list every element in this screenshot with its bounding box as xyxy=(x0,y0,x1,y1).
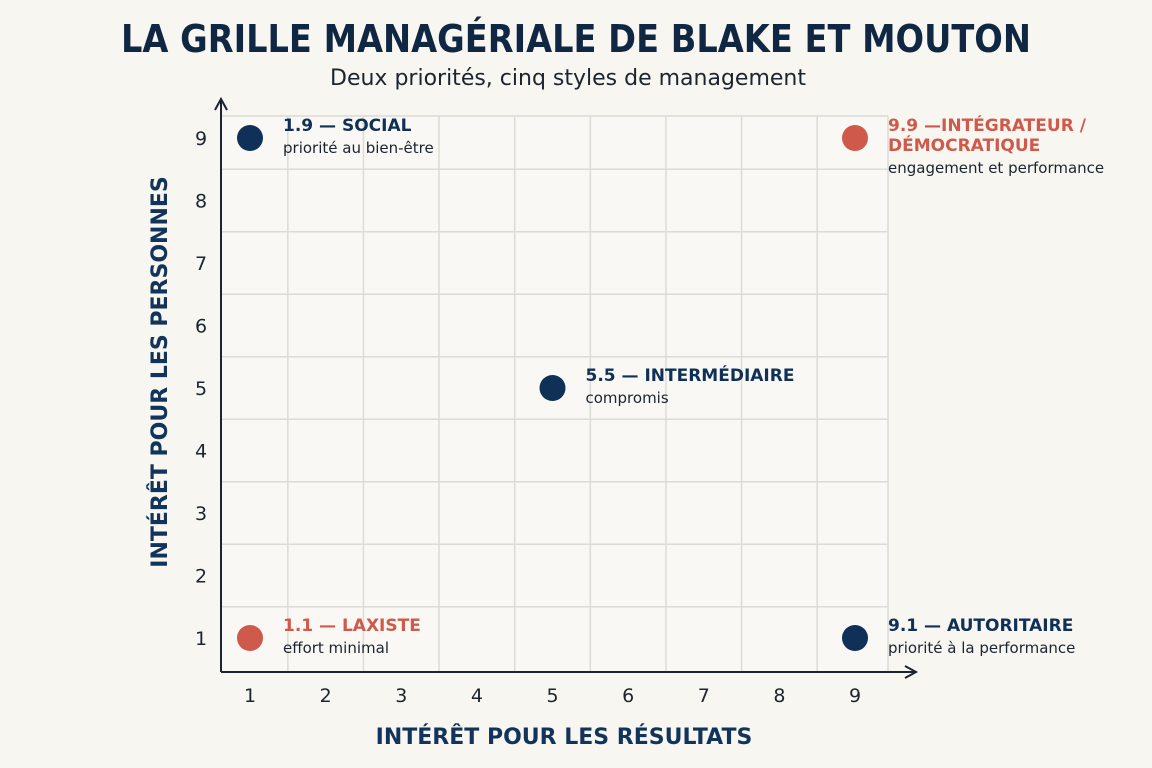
y-tick-label: 1 xyxy=(195,628,207,650)
x-tick-label: 8 xyxy=(773,685,785,707)
y-axis-arrow xyxy=(214,96,228,111)
x-tick-label: 7 xyxy=(698,685,710,707)
data-point xyxy=(237,125,263,151)
x-tick-label: 4 xyxy=(471,685,483,707)
point-label-description: priorité à la performance xyxy=(888,639,1075,657)
point-label-description: engagement et performance xyxy=(888,159,1104,177)
point-label-title: 5.5 — INTERMÉDIAIRE xyxy=(586,364,795,386)
y-tick-label: 8 xyxy=(195,191,207,213)
point-label-title: 9.9 —INTÉGRATEUR / xyxy=(888,114,1087,136)
tick-labels: 1 2 3 4 5 6 7 8 9 1 2 3 4 5 6 7 8 9 xyxy=(195,128,861,707)
point-label-title: 1.1 — LAXISTE xyxy=(283,616,421,636)
point-label-title: 9.1 — AUTORITAIRE xyxy=(888,616,1073,636)
x-tick-label: 5 xyxy=(546,685,558,707)
x-tick-label: 6 xyxy=(622,685,634,707)
chart-title: LA GRILLE MANAGÉRIALE DE BLAKE ET MOUTON xyxy=(121,17,1031,61)
data-point xyxy=(842,125,868,151)
point-label-description: effort minimal xyxy=(283,639,389,657)
x-tick-label: 2 xyxy=(320,685,332,707)
y-tick-label: 7 xyxy=(195,253,207,275)
point-label-description: compromis xyxy=(586,389,669,407)
chart-subtitle: Deux priorités, cinq styles de managemen… xyxy=(330,66,806,91)
data-point xyxy=(842,625,868,651)
y-tick-label: 9 xyxy=(195,128,207,150)
y-tick-label: 6 xyxy=(195,316,207,338)
point-label-description: priorité au bien-être xyxy=(283,139,434,157)
data-point xyxy=(237,625,263,651)
x-axis-arrow xyxy=(904,665,919,679)
x-tick-label: 3 xyxy=(395,685,407,707)
point-label-title: DÉMOCRATIQUE xyxy=(888,134,1040,156)
axes xyxy=(214,96,919,679)
data-points: 1.9 — SOCIAL priorité au bien-être 9.9 —IN… xyxy=(237,114,1104,657)
x-axis-title: INTÉRÊT POUR LES RÉSULTATS xyxy=(376,724,753,750)
point-label-title: 1.9 — SOCIAL xyxy=(283,116,412,136)
y-tick-label: 4 xyxy=(195,441,207,463)
data-point xyxy=(539,375,566,401)
y-tick-label: 2 xyxy=(195,566,207,588)
y-axis-title: INTÉRÊT POUR LES PERSONNES xyxy=(147,176,173,567)
x-tick-label: 9 xyxy=(849,685,861,707)
y-tick-label: 5 xyxy=(195,378,207,400)
x-tick-label: 1 xyxy=(244,685,256,707)
y-tick-label: 3 xyxy=(195,503,207,525)
